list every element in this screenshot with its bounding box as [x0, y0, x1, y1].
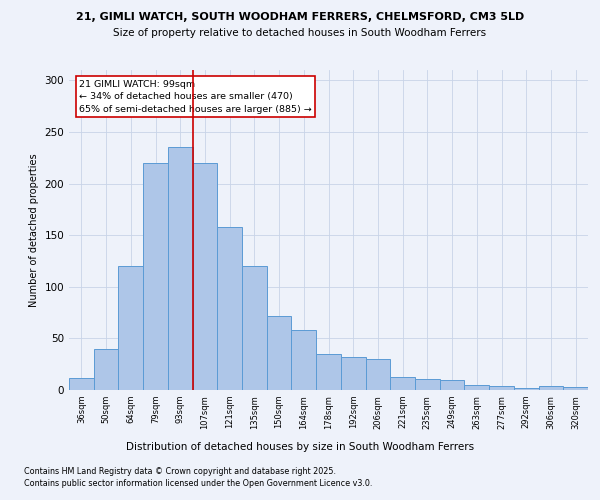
Text: 21, GIMLI WATCH, SOUTH WOODHAM FERRERS, CHELMSFORD, CM3 5LD: 21, GIMLI WATCH, SOUTH WOODHAM FERRERS, …	[76, 12, 524, 22]
Bar	[242, 266, 267, 390]
Bar	[489, 386, 514, 390]
Bar	[168, 148, 193, 390]
Y-axis label: Number of detached properties: Number of detached properties	[29, 153, 39, 307]
Bar	[563, 387, 588, 390]
Bar	[143, 163, 168, 390]
Bar	[390, 376, 415, 390]
Bar	[514, 388, 539, 390]
Bar	[464, 385, 489, 390]
Bar	[415, 378, 440, 390]
Bar	[365, 359, 390, 390]
Text: Contains public sector information licensed under the Open Government Licence v3: Contains public sector information licen…	[24, 479, 373, 488]
Bar	[193, 163, 217, 390]
Bar	[94, 348, 118, 390]
Bar	[316, 354, 341, 390]
Bar	[440, 380, 464, 390]
Text: 21 GIMLI WATCH: 99sqm
← 34% of detached houses are smaller (470)
65% of semi-det: 21 GIMLI WATCH: 99sqm ← 34% of detached …	[79, 80, 312, 114]
Bar	[69, 378, 94, 390]
Bar	[341, 357, 365, 390]
Text: Contains HM Land Registry data © Crown copyright and database right 2025.: Contains HM Land Registry data © Crown c…	[24, 468, 336, 476]
Bar	[292, 330, 316, 390]
Bar	[217, 227, 242, 390]
Bar	[539, 386, 563, 390]
Bar	[118, 266, 143, 390]
Text: Distribution of detached houses by size in South Woodham Ferrers: Distribution of detached houses by size …	[126, 442, 474, 452]
Text: Size of property relative to detached houses in South Woodham Ferrers: Size of property relative to detached ho…	[113, 28, 487, 38]
Bar	[267, 316, 292, 390]
